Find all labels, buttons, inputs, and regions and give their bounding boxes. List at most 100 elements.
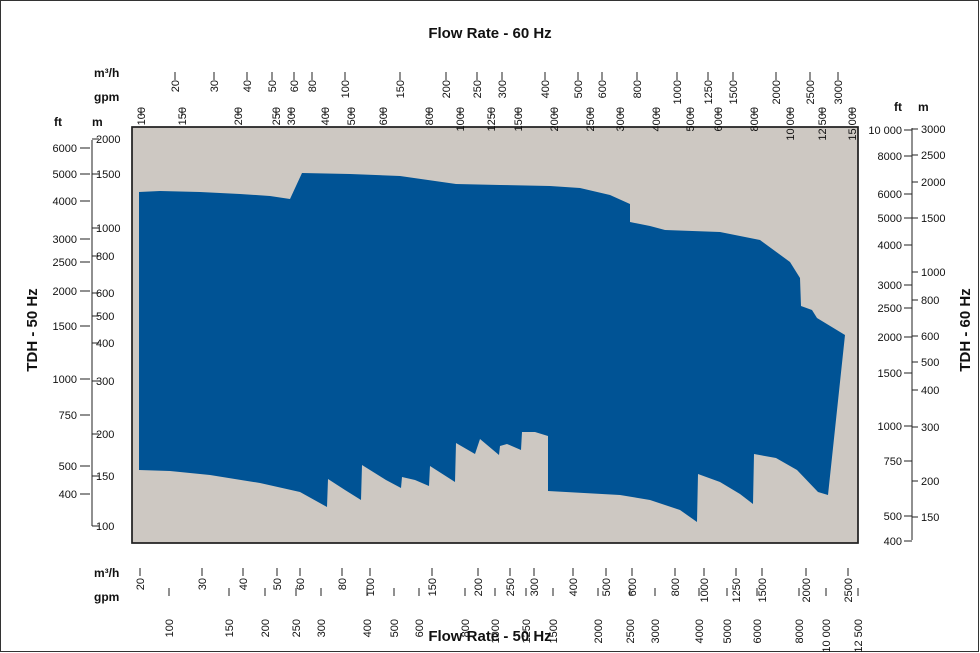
top-gpm-ticks: 100 150 200 250 300 400 500 600 800 1000 1250 1500 2…: [136, 107, 859, 141]
right-m-label: 600: [921, 331, 939, 343]
top-gpm-label: 2000: [549, 107, 561, 131]
bottom-m3h-label: 80: [337, 578, 349, 590]
bottom-gpm-label: 600: [414, 619, 426, 637]
right-m-label: 800: [921, 295, 939, 307]
right-ft-unit: ft: [894, 100, 902, 114]
bottom-m3h-label: 2500: [843, 578, 855, 602]
top-m3h-label: 50: [267, 80, 279, 92]
left-ft-label: 4000: [53, 196, 77, 208]
bottom-m3h-label: 40: [238, 578, 250, 590]
right-m-label: 150: [921, 512, 939, 524]
left-ft-label: 6000: [53, 143, 77, 155]
top-m3h-unit: m³/h: [94, 66, 119, 80]
top-m3h-label: 500: [573, 80, 585, 98]
bottom-m3h-label: 2000: [801, 578, 813, 602]
right-ft-label: 1500: [878, 368, 902, 380]
top-gpm-label: 1250: [486, 107, 498, 131]
right-ft-label: 8000: [878, 151, 902, 163]
bottom-m3h-label: 150: [427, 578, 439, 596]
bottom-gpm-label: 800: [460, 619, 472, 637]
left-m-label: 500: [96, 311, 114, 323]
right-m-unit: m: [918, 100, 929, 114]
left-ft-label: 750: [59, 410, 77, 422]
top-gpm-label: 15 000: [847, 107, 859, 141]
top-m3h-label: 600: [597, 80, 609, 98]
bottom-m3h-label: 60: [295, 578, 307, 590]
top-gpm-label: 1000: [455, 107, 467, 131]
bottom-m3h-label: 400: [568, 578, 580, 596]
top-m3h-label: 250: [472, 80, 484, 98]
bottom-gpm-label: 2500: [625, 619, 637, 643]
top-gpm-label: 12 500: [817, 107, 829, 141]
top-gpm-label: 100: [136, 107, 148, 125]
top-gpm-label: 600: [378, 107, 390, 125]
right-ft-ticks: 10 000 8000 6000 5000 4000 3000 2500 2000 1500 10…: [868, 125, 912, 548]
bottom-gpm-label: 8000: [794, 619, 806, 643]
bottom-m3h-label: 1000: [699, 578, 711, 602]
right-m-label: 2000: [921, 177, 945, 189]
right-m-label: 400: [921, 385, 939, 397]
bottom-m3h-label: 600: [627, 578, 639, 596]
top-gpm-label: 500: [346, 107, 358, 125]
left-m-label: 100: [96, 521, 114, 533]
top-m3h-label: 800: [632, 80, 644, 98]
top-m3h-label: 1000: [672, 80, 684, 104]
right-ft-label: 6000: [878, 189, 902, 201]
bottom-m3h-label: 50: [272, 578, 284, 590]
top-gpm-label: 10 000: [785, 107, 797, 141]
left-m-label: 1500: [96, 169, 120, 181]
bottom-m3h-ticks: 20 30 40 50 60 80 100 150 200 250 300 400 500 600 800 1…: [135, 568, 855, 602]
top-m3h-label: 1500: [728, 80, 740, 104]
bottom-gpm-label: 100: [164, 619, 176, 637]
left-ft-label: 5000: [53, 169, 77, 181]
left-ft-label: 500: [59, 461, 77, 473]
bottom-gpm-label: 6000: [752, 619, 764, 643]
bottom-m3h-label: 800: [670, 578, 682, 596]
bottom-gpm-label: 5000: [722, 619, 734, 643]
top-m3h-label: 2000: [771, 80, 783, 104]
right-ft-label: 4000: [878, 240, 902, 252]
left-ft-label: 400: [59, 489, 77, 501]
top-m3h-label: 80: [307, 80, 319, 92]
left-ft-label: 3000: [53, 234, 77, 246]
bottom-m3h-label: 500: [601, 578, 613, 596]
left-m-label: 600: [96, 288, 114, 300]
top-gpm-label: 1500: [513, 107, 525, 131]
top-m3h-label: 2500: [805, 80, 817, 104]
bottom-gpm-label: 200: [260, 619, 272, 637]
top-gpm-unit: gpm: [94, 90, 119, 104]
right-ft-label: 400: [884, 536, 902, 548]
right-m-label: 300: [921, 422, 939, 434]
right-m-label: 3000: [921, 124, 945, 136]
bottom-m3h-label: 30: [197, 578, 209, 590]
bottom-gpm-label: 300: [316, 619, 328, 637]
right-ft-label: 1000: [878, 421, 902, 433]
right-ft-label: 5000: [878, 213, 902, 225]
top-gpm-label: 2500: [585, 107, 597, 131]
bottom-gpm-label: 10 000: [821, 619, 833, 653]
right-ft-label: 3000: [878, 280, 902, 292]
bottom-gpm-ticks: 100 150 200 250 300 400 500 600 800 1000 1250 1500 2…: [164, 588, 865, 653]
bottom-gpm-label: 1500: [548, 619, 560, 643]
bottom-m3h-label: 250: [505, 578, 517, 596]
bottom-m3h-label: 20: [135, 578, 147, 590]
bottom-gpm-label: 4000: [694, 619, 706, 643]
right-m-label: 1000: [921, 267, 945, 279]
top-m3h-label: 1250: [703, 80, 715, 104]
right-ft-label: 2500: [878, 303, 902, 315]
left-ft-label: 1000: [53, 374, 77, 386]
top-m3h-label: 3000: [833, 80, 845, 104]
bottom-m3h-label: 1250: [731, 578, 743, 602]
left-ft-label: 2000: [53, 286, 77, 298]
top-gpm-label: 4000: [651, 107, 663, 131]
top-m3h-label: 40: [242, 80, 254, 92]
right-m-label: 200: [921, 476, 939, 488]
left-m-unit: m: [92, 115, 103, 129]
top-gpm-label: 6000: [713, 107, 725, 131]
title-bottom: Flow Rate - 50 Hz: [428, 628, 551, 645]
ylabel-right: TDH - 60 Hz: [957, 288, 974, 371]
top-gpm-label: 8000: [749, 107, 761, 131]
plot-border: [131, 126, 859, 544]
top-m3h-label: 300: [497, 80, 509, 98]
top-gpm-label: 3000: [615, 107, 627, 131]
